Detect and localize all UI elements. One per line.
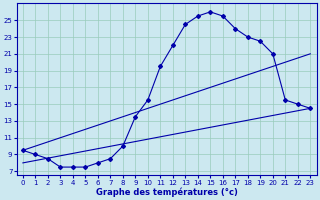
X-axis label: Graphe des températures (°c): Graphe des températures (°c) bbox=[96, 187, 237, 197]
